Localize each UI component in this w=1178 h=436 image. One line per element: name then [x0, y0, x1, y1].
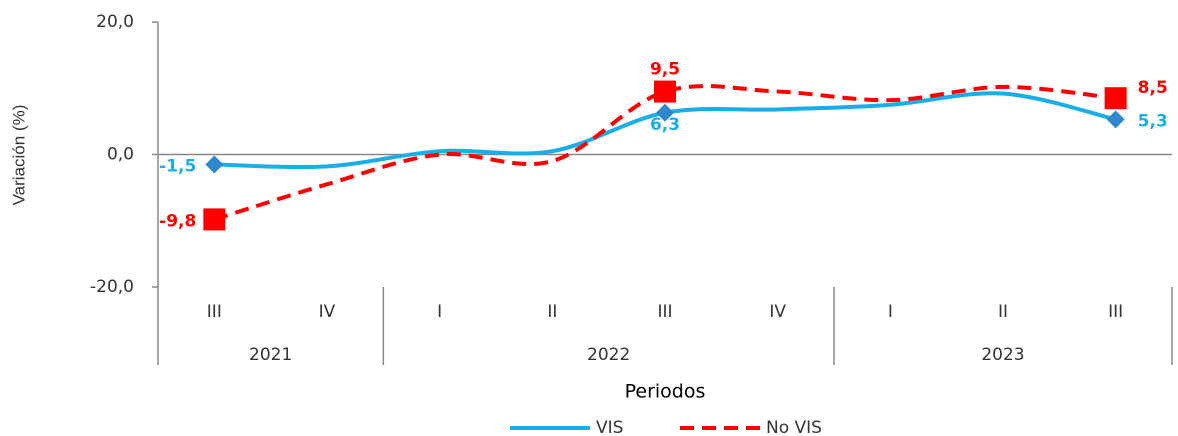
- x-tick-label: III: [1108, 302, 1123, 322]
- x-tick-label: III: [657, 302, 672, 322]
- x-tick-label: I: [437, 302, 442, 322]
- y-tick-label: -20,0: [90, 277, 134, 297]
- marker: [203, 208, 226, 231]
- x-tick-label: II: [998, 302, 1008, 322]
- x-tick-label: I: [888, 302, 893, 322]
- x-tick-label: II: [547, 302, 557, 322]
- x-group-label: 2021: [249, 345, 292, 365]
- x-tick-label: IV: [319, 302, 336, 322]
- legend-label: VIS: [596, 418, 623, 436]
- x-group-label: 2022: [587, 345, 630, 365]
- data-label: 5,3: [1138, 111, 1168, 131]
- marker: [656, 103, 674, 122]
- data-label: 6,3: [650, 115, 680, 135]
- marker: [654, 80, 676, 103]
- x-group-label: 2023: [981, 345, 1024, 365]
- x-tick-label: IV: [769, 302, 786, 322]
- y-tick-label: 20,0: [96, 12, 134, 32]
- marker: [1104, 87, 1127, 110]
- marker: [205, 155, 224, 174]
- x-axis-title: Periodos: [625, 381, 706, 403]
- data-label: 8,5: [1138, 78, 1168, 98]
- y-axis-title: Variación (%): [9, 105, 28, 206]
- data-label: -9,8: [159, 211, 196, 231]
- data-label: -1,5: [159, 156, 196, 176]
- legend-label: No VIS: [766, 418, 822, 436]
- data-label: 9,5: [650, 60, 680, 80]
- x-tick-label: III: [207, 302, 222, 322]
- marker: [1106, 110, 1125, 129]
- series-line: [213, 84, 1116, 222]
- y-tick-label: 0,0: [107, 145, 134, 165]
